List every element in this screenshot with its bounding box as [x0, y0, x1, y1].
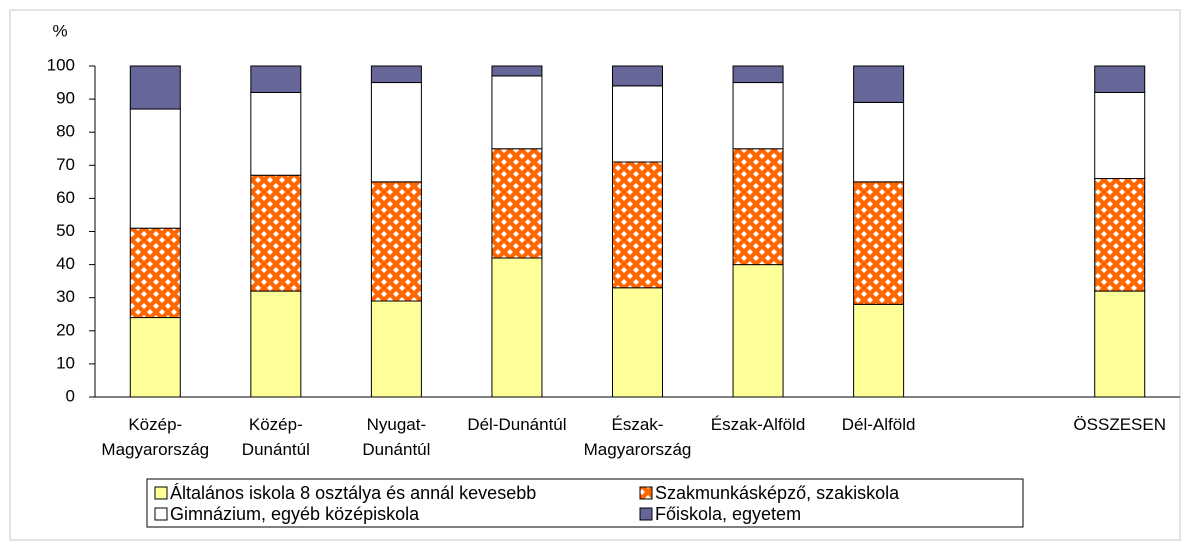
- x-tick-label: Észak- Magyarország: [583, 415, 692, 459]
- x-tick-label: Dél-Alföld: [841, 415, 916, 434]
- bar-segment: [1094, 65, 1146, 93]
- bar-segment: [129, 317, 181, 398]
- y-tick-label: 10: [56, 353, 75, 372]
- bar-segment: [370, 300, 422, 398]
- bar-segment: [250, 174, 302, 292]
- y-tick-label: 60: [56, 188, 75, 207]
- bar-segment: [853, 181, 905, 305]
- bar-segment: [612, 287, 663, 398]
- x-tick-label: Közép- Dunántúl: [241, 415, 310, 459]
- bar-segment: [370, 82, 422, 183]
- bar-segment: [612, 161, 663, 289]
- legend-label: Gimnázium, egyéb középiskola: [170, 504, 420, 524]
- y-tick-label: 0: [66, 386, 75, 405]
- bar-segment: [732, 148, 784, 266]
- bar-segment: [370, 65, 422, 84]
- y-tick-label: 30: [56, 287, 75, 306]
- y-tick-label: 90: [56, 89, 75, 108]
- bar-segment: [129, 227, 181, 319]
- y-tick-label: 80: [56, 122, 75, 141]
- bar-segment: [491, 65, 543, 77]
- bar-segment: [853, 303, 905, 398]
- bar-segment: [853, 65, 905, 103]
- x-tick-label: Dél-Dunántúl: [467, 415, 567, 434]
- frame: [9, 9, 1181, 541]
- legend-box: [146, 478, 1024, 528]
- y-axis-label: %: [52, 21, 67, 40]
- legend-label: Általános iskola 8 osztálya és annál kev…: [170, 483, 537, 503]
- x-tick-label: Közép- Magyarország: [101, 415, 210, 459]
- bar-segment: [250, 65, 302, 93]
- bar-segment: [491, 257, 543, 398]
- x-tick-label: Észak-Alföld: [710, 415, 806, 434]
- bar-segment: [491, 75, 543, 150]
- bar-segment: [1094, 290, 1146, 398]
- bar-segment: [129, 65, 181, 110]
- y-tick-label: 70: [56, 155, 75, 174]
- x-tick-label: ÖSSZESEN: [1073, 415, 1167, 434]
- bar-segment: [250, 91, 302, 176]
- bar-segment: [250, 290, 302, 398]
- legend-swatch: [639, 507, 653, 521]
- bar-segment: [1094, 91, 1146, 180]
- x-tick-label: Nyugat- Dunántúl: [362, 415, 431, 459]
- bar-segment: [129, 108, 181, 229]
- bar-segment: [612, 85, 663, 163]
- bar-segment: [732, 82, 784, 150]
- y-tick-label: 20: [56, 320, 75, 339]
- legend-swatch: [639, 486, 653, 500]
- y-tick-label: 40: [56, 254, 75, 273]
- bar-segment: [853, 101, 905, 183]
- bar-segment: [732, 65, 784, 84]
- legend-swatch: [154, 507, 168, 521]
- legend-label: Szakmunkásképző, szakiskola: [655, 483, 900, 503]
- bar-segment: [612, 65, 663, 87]
- bar-segment: [1094, 178, 1146, 292]
- bar-segment: [491, 148, 543, 259]
- bar-segment: [732, 264, 784, 398]
- legend-label: Főiskola, egyetem: [655, 504, 802, 524]
- y-tick-label: 100: [47, 55, 75, 74]
- legend-swatch: [154, 486, 168, 500]
- bar-segment: [370, 181, 422, 302]
- y-tick-label: 50: [56, 221, 75, 240]
